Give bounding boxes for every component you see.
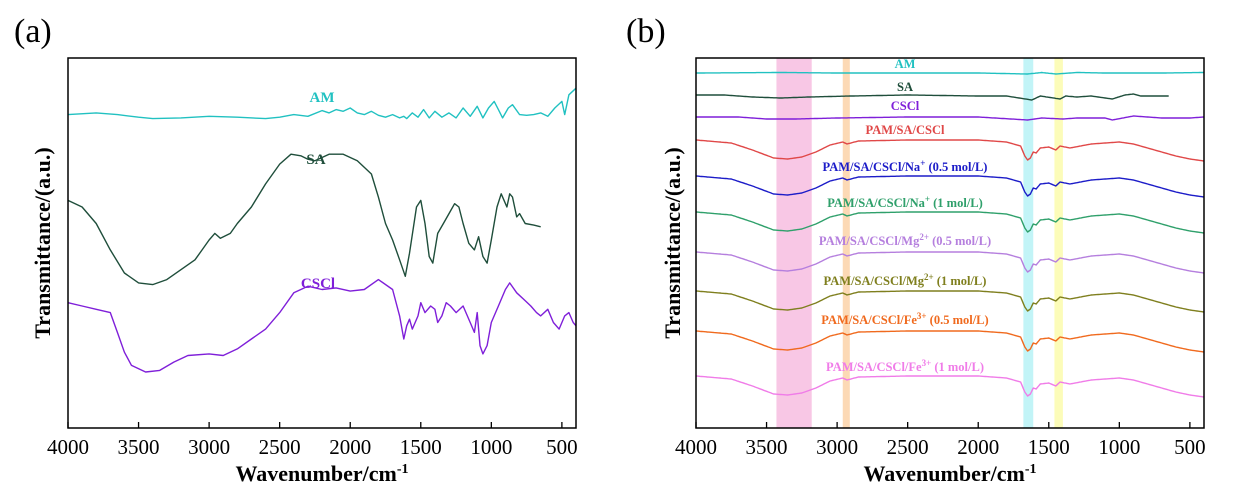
panel-a-x-axis-title: Wavenumber/cm-1 [236, 461, 409, 486]
panel-a-series-am [67, 87, 577, 120]
panel-b-letter: (b) [626, 13, 666, 50]
panel-b-x-axis-title: Wavenumber/cm-1 [864, 461, 1037, 486]
panel-b-label-pam-sa-cscl: PAM/SA/CSCl [866, 123, 945, 137]
panel-b-series-pam-sa-cscl-na-1-mol-l [695, 211, 1205, 234]
panel-b-label-pam-sa-cscl-na-1-mol-l: PAM/SA/CSCl/Na+ (1 mol/L) [827, 194, 983, 210]
panel-b-label-pam-sa-cscl-mg2-1-mol-l: PAM/SA/CSCl/Mg2+ (1 mol/L) [824, 272, 987, 288]
panel-a-axes-frame [67, 57, 577, 429]
panel-a-letter: (a) [14, 13, 52, 50]
panel-a-x-tick-label-3500: 3500 [118, 435, 160, 459]
panel-b-label-am: AM [895, 57, 916, 71]
panel-a-y-axis-title: Transmittance/(a.u.) [30, 147, 55, 338]
panel-b-label-cscl: CSCl [891, 99, 920, 113]
panel-b-x-tick-label-2500: 2500 [887, 435, 929, 459]
panel-b-band-4 [1054, 58, 1063, 428]
panel-a-x-tick-label-500: 500 [546, 435, 578, 459]
panel-b-series-pam-sa-cscl-fe3-1-mol-l [695, 375, 1205, 398]
panel-a-series-sa [67, 153, 541, 286]
panel-b-x-tick-label-1500: 1500 [1028, 435, 1070, 459]
panel-a-x-tick-label-3000: 3000 [188, 435, 230, 459]
panel-b-label-pam-sa-cscl-mg2-0-5-mol-l: PAM/SA/CSCl/Mg2+ (0.5 mol/L) [819, 232, 991, 248]
panel-a: (a) AM SA CSCl 4000 3500 3000 2500 2000 1500 100… [14, 13, 578, 486]
panel-b-label-pam-sa-cscl-fe3-1-mol-l: PAM/SA/CSCl/Fe3+ (1 mol/L) [826, 358, 984, 374]
panel-a-label-sa: SA [306, 152, 325, 168]
panel-a-x-tick-label-1500: 1500 [400, 435, 442, 459]
panel-b-x-tick-label-1000: 1000 [1098, 435, 1140, 459]
panel-b-x-tick-label-3500: 3500 [746, 435, 788, 459]
panel-a-x-tick-label-2000: 2000 [329, 435, 371, 459]
panel-a-x-ticks: 4000 3500 3000 2500 2000 1500 1000 500 [47, 422, 578, 459]
panel-b-series-cscl [696, 115, 1205, 121]
panel-b-axes-frame [695, 57, 1205, 429]
panel-b-series-pam-sa-cscl-mg2-1-mol-l [695, 290, 1205, 313]
panel-a-x-tick-label-4000: 4000 [47, 435, 89, 459]
panel-b: (b) AM SA CSCl PAM/SA/CSCl PAM/SA/CSCl/Na+ (… [626, 13, 1206, 486]
panel-b-series-pam-sa-cscl [695, 139, 1205, 162]
panel-b-plot-area: AM SA CSCl PAM/SA/CSCl PAM/SA/CSCl/Na+ (0.5 … [695, 57, 1205, 398]
panel-a-label-am: AM [310, 90, 335, 106]
panel-b-x-tick-label-2000: 2000 [957, 435, 999, 459]
panel-b-x-tick-label-500: 500 [1174, 435, 1206, 459]
panel-b-series-am [696, 71, 1204, 75]
panel-b-series-pam-sa-cscl-na-0-5-mol-l [695, 175, 1205, 198]
panel-b-label-pam-sa-cscl-na-0-5-mol-l: PAM/SA/CSCl/Na+ (0.5 mol/L) [823, 158, 988, 174]
panel-b-series-sa [696, 93, 1169, 101]
panel-b-band-2 [842, 58, 850, 428]
panel-a-label-cscl: CSCl [301, 276, 335, 292]
panel-a-x-tick-label-1000: 1000 [470, 435, 512, 459]
panel-a-series-cscl [67, 278, 577, 373]
panel-b-x-tick-label-4000: 4000 [675, 435, 717, 459]
panel-a-x-tick-label-2500: 2500 [259, 435, 301, 459]
panel-b-series-pam-sa-cscl-fe3-0-5-mol-l [695, 330, 1205, 353]
panel-a-plot-area: AM SA CSCl [67, 87, 577, 373]
panel-b-band-1 [776, 58, 812, 428]
panel-b-band-3 [1023, 58, 1034, 428]
panel-b-label-sa: SA [897, 80, 913, 94]
panel-b-x-tick-label-3000: 3000 [816, 435, 858, 459]
panel-b-x-ticks: 4000 3500 3000 2500 2000 1500 1000 500 [675, 422, 1206, 459]
panel-b-y-axis-title: Transmittance/(a.u.) [660, 147, 685, 338]
panel-b-series-pam-sa-cscl-mg2-0-5-mol-l [695, 251, 1205, 274]
panel-b-label-pam-sa-cscl-fe3-0-5-mol-l: PAM/SA/CSCl/Fe3+ (0.5 mol/L) [821, 311, 988, 327]
